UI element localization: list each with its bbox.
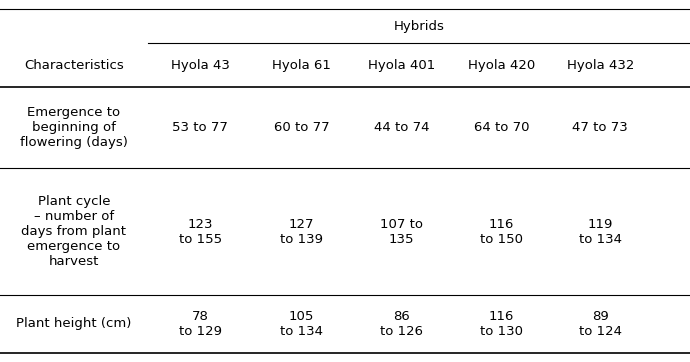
Text: Hyola 43: Hyola 43 <box>170 59 230 72</box>
Text: 44 to 74: 44 to 74 <box>374 121 429 134</box>
Text: 105
to 134: 105 to 134 <box>280 310 323 338</box>
Text: 53 to 77: 53 to 77 <box>172 121 228 134</box>
Text: 78
to 129: 78 to 129 <box>179 310 221 338</box>
Text: Hybrids: Hybrids <box>394 20 444 33</box>
Text: Hyola 420: Hyola 420 <box>468 59 535 72</box>
Text: Characteristics: Characteristics <box>24 59 124 72</box>
Text: 119
to 134: 119 to 134 <box>579 218 622 246</box>
Text: Hyola 401: Hyola 401 <box>368 59 435 72</box>
Text: 127
to 139: 127 to 139 <box>280 218 323 246</box>
Text: Plant cycle
– number of
days from plant
emergence to
harvest: Plant cycle – number of days from plant … <box>21 195 126 268</box>
Text: 64 to 70: 64 to 70 <box>474 121 529 134</box>
Text: 60 to 77: 60 to 77 <box>274 121 329 134</box>
Text: 86
to 126: 86 to 126 <box>380 310 423 338</box>
Text: 116
to 130: 116 to 130 <box>480 310 523 338</box>
Text: Emergence to
beginning of
flowering (days): Emergence to beginning of flowering (day… <box>20 106 128 149</box>
Text: 116
to 150: 116 to 150 <box>480 218 523 246</box>
Text: Hyola 432: Hyola 432 <box>566 59 634 72</box>
Text: Plant height (cm): Plant height (cm) <box>16 317 132 331</box>
Text: Hyola 61: Hyola 61 <box>272 59 331 72</box>
Text: 123
to 155: 123 to 155 <box>179 218 221 246</box>
Text: 107 to
135: 107 to 135 <box>380 218 423 246</box>
Text: 89
to 124: 89 to 124 <box>579 310 622 338</box>
Text: 47 to 73: 47 to 73 <box>573 121 628 134</box>
